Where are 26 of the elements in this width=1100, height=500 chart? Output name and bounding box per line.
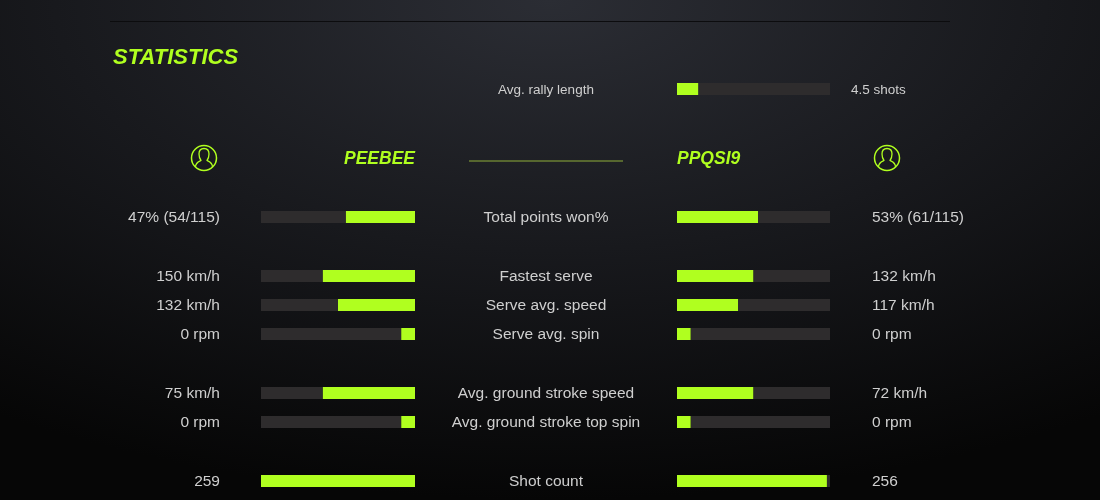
y-tick-label: Serve avg. spin <box>492 325 600 343</box>
text: 47% (54/115) <box>128 208 220 226</box>
text: 72 km/h <box>872 384 928 402</box>
text: 256 <box>872 472 898 490</box>
text: 132 km/h <box>156 296 220 314</box>
y-tick-label: Total points won% <box>483 208 609 226</box>
text: 259 <box>194 472 220 490</box>
text: PEEBEE <box>344 147 417 168</box>
text: 53% (61/115) <box>872 208 964 226</box>
chart-title: STATISTICS <box>113 43 239 69</box>
text: 4.5 shots <box>851 81 907 97</box>
text: 0 rpm <box>872 413 912 431</box>
text: 0 rpm <box>872 325 912 343</box>
text: 0 rpm <box>180 325 220 343</box>
text: 75 km/h <box>164 384 220 402</box>
text: 150 km/h <box>156 267 220 285</box>
y-tick-label: Avg. rally length <box>498 81 594 97</box>
text: 0 rpm <box>180 413 220 431</box>
y-tick-label: Shot count <box>508 472 584 490</box>
y-tick-label: Fastest serve <box>499 267 593 285</box>
y-tick-label: Avg. ground stroke speed <box>457 384 635 402</box>
y-tick-label: Serve avg. speed <box>485 296 607 314</box>
text: 117 km/h <box>872 296 935 314</box>
y-tick-label: Avg. ground stroke top spin <box>451 413 641 431</box>
text: PPQSI9 <box>677 147 741 168</box>
text: 132 km/h <box>872 267 936 285</box>
